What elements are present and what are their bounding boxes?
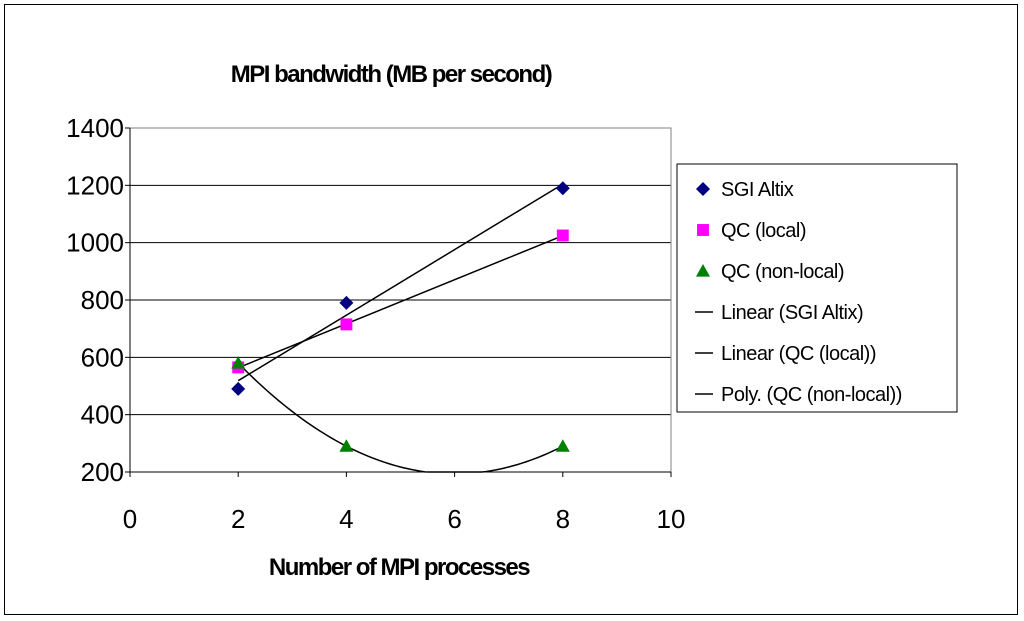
trendline <box>237 362 564 473</box>
data-point <box>339 439 354 452</box>
x-tick-label: 8 <box>556 504 570 534</box>
axes: 200 400 600 800 1000 1200 1400 0 2 4 6 8 10 <box>66 113 685 534</box>
y-tick-label: 1000 <box>66 228 124 258</box>
trendline <box>237 183 564 382</box>
legend-entry: Linear (SGI Altix) <box>721 302 863 324</box>
legend-entry: QC (local) <box>721 220 806 242</box>
x-tick-label: 2 <box>231 504 245 534</box>
gridlines <box>130 127 671 416</box>
x-tick-label: 0 <box>123 504 137 534</box>
x-tick-label: 6 <box>447 504 461 534</box>
chart-title: MPI bandwidth (MB per second) <box>231 61 552 88</box>
x-tick-label: 10 <box>657 504 686 534</box>
x-axis-title: Number of MPI processes <box>269 554 530 581</box>
data-point <box>340 318 353 331</box>
trendlines <box>237 183 564 473</box>
data-point <box>231 381 246 396</box>
legend-entry: Poly. (QC (non-local)) <box>721 384 902 406</box>
chart-frame: MPI bandwidth (MB per second) 200 400 600 8… <box>4 4 1018 615</box>
data-point <box>231 356 246 369</box>
chart: MPI bandwidth (MB per second) 200 400 600 8… <box>66 61 958 581</box>
y-tick-label: 400 <box>81 400 124 430</box>
legend-entry: QC (non-local) <box>721 261 844 283</box>
y-tick-label: 200 <box>81 457 124 487</box>
legend-box <box>676 163 958 413</box>
y-tick-label: 1400 <box>66 113 124 143</box>
legend-entry: SGI Altix <box>721 179 794 201</box>
trendline <box>237 235 564 369</box>
legend-swatch <box>696 182 710 196</box>
legend: SGI Altix QC (local) QC (non-local) Linear … <box>676 163 958 413</box>
y-tick-label: 600 <box>81 342 124 372</box>
y-tick-label: 1200 <box>66 170 124 200</box>
data-point <box>339 295 354 310</box>
data-point <box>555 181 570 196</box>
legend-swatch <box>696 264 710 277</box>
legend-entry: Linear (QC (local)) <box>721 343 876 365</box>
y-tick-label: 800 <box>81 285 124 315</box>
data-markers <box>231 181 570 452</box>
x-tick-label: 4 <box>339 504 353 534</box>
data-point <box>555 439 570 452</box>
data-point <box>556 229 569 242</box>
legend-swatch <box>697 224 709 236</box>
